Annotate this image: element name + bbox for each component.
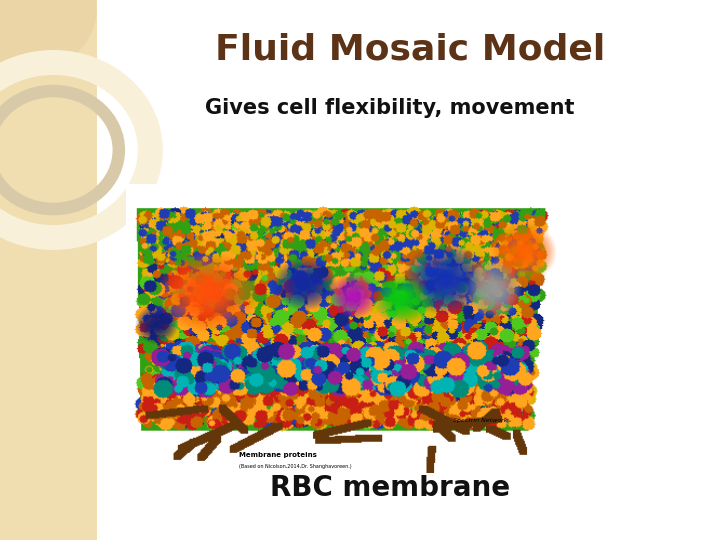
Text: RBC membrane: RBC membrane: [270, 474, 510, 502]
Text: Spectrin Network: Spectrin Network: [453, 418, 507, 423]
Text: (Based on Nicolson,2014,Dr. Shanghavoreen.): (Based on Nicolson,2014,Dr. Shanghavoree…: [239, 464, 352, 469]
Text: Membrane proteins: Membrane proteins: [239, 451, 318, 458]
Bar: [0, 0, 97, 540]
Ellipse shape: [0, 0, 96, 70]
Bar: [97, 0, 720, 540]
Text: Gives cell flexibility, movement: Gives cell flexibility, movement: [205, 98, 575, 118]
Text: Fluid Mosaic Model: Fluid Mosaic Model: [215, 33, 605, 67]
